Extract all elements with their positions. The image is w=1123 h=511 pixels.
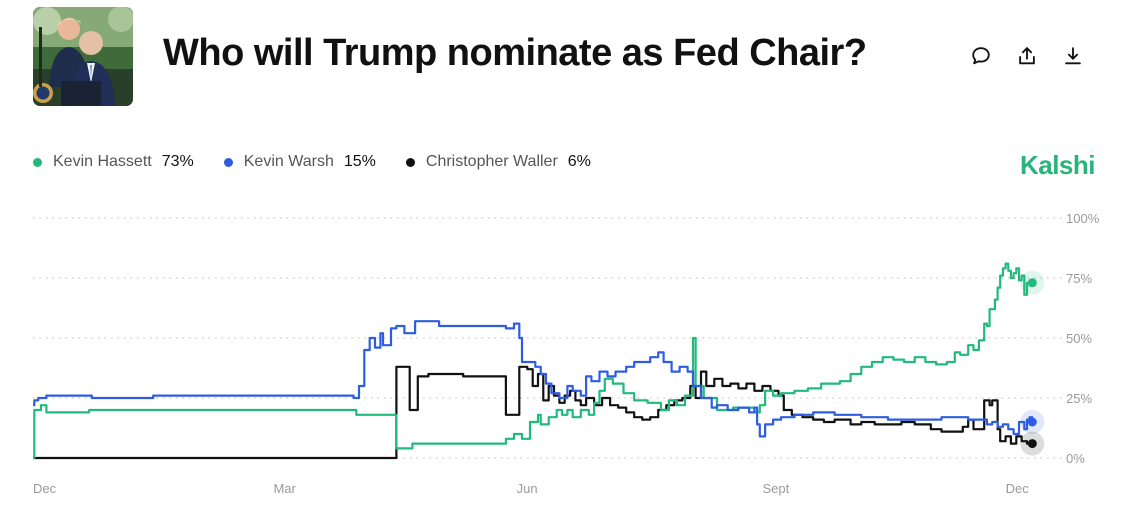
y-tick-label: 25% (1066, 391, 1092, 406)
x-tick-label: Jun (517, 481, 538, 496)
legend-value: 15% (343, 153, 376, 170)
chart-legend: Kevin Hassett 73% Kevin Warsh 15% Christ… (33, 153, 621, 171)
legend-label: Kevin Hassett (53, 153, 152, 170)
legend-dot (223, 157, 233, 167)
x-tick-label: Mar (273, 481, 296, 496)
series-line-kevin-hassett (33, 262, 1034, 460)
legend-value: 6% (567, 153, 591, 170)
series-end-point[interactable] (1027, 439, 1037, 449)
series-line-kevin-warsh (33, 320, 1034, 438)
legend-label: Christopher Waller (425, 153, 558, 170)
series-end-point[interactable] (1027, 278, 1037, 288)
y-tick-label: 75% (1066, 271, 1092, 286)
y-tick-label: 0% (1066, 451, 1085, 466)
probability-chart: 100% 75% 50% 25% 0% Dec Mar Jun Sept Dec (33, 211, 1100, 496)
x-tick-label: Sept (762, 481, 789, 496)
legend-item-waller: Christopher Waller 6% (405, 153, 591, 171)
header-actions (969, 44, 1085, 68)
comment-icon[interactable] (969, 44, 993, 68)
market-thumbnail (33, 7, 133, 106)
kalshi-logo: Kalshi (1019, 150, 1096, 180)
legend-dot (405, 157, 415, 167)
download-icon[interactable] (1061, 44, 1085, 68)
legend-item-warsh: Kevin Warsh 15% (223, 153, 376, 171)
x-tick-label: Dec (33, 481, 57, 496)
series-line-christopher-waller (33, 365, 1033, 460)
y-tick-label: 100% (1066, 211, 1100, 226)
legend-dot (33, 157, 42, 167)
share-icon[interactable] (1015, 44, 1039, 68)
series-end-point[interactable] (1027, 417, 1037, 427)
y-tick-label: 50% (1066, 331, 1092, 346)
legend-value: 73% (161, 153, 194, 170)
legend-label: Kevin Warsh (243, 153, 334, 170)
legend-item-hassett: Kevin Hassett 73% (33, 153, 194, 171)
page-title: Who will Trump nominate as Fed Chair? (163, 32, 867, 74)
x-tick-label: Dec (1006, 481, 1030, 496)
